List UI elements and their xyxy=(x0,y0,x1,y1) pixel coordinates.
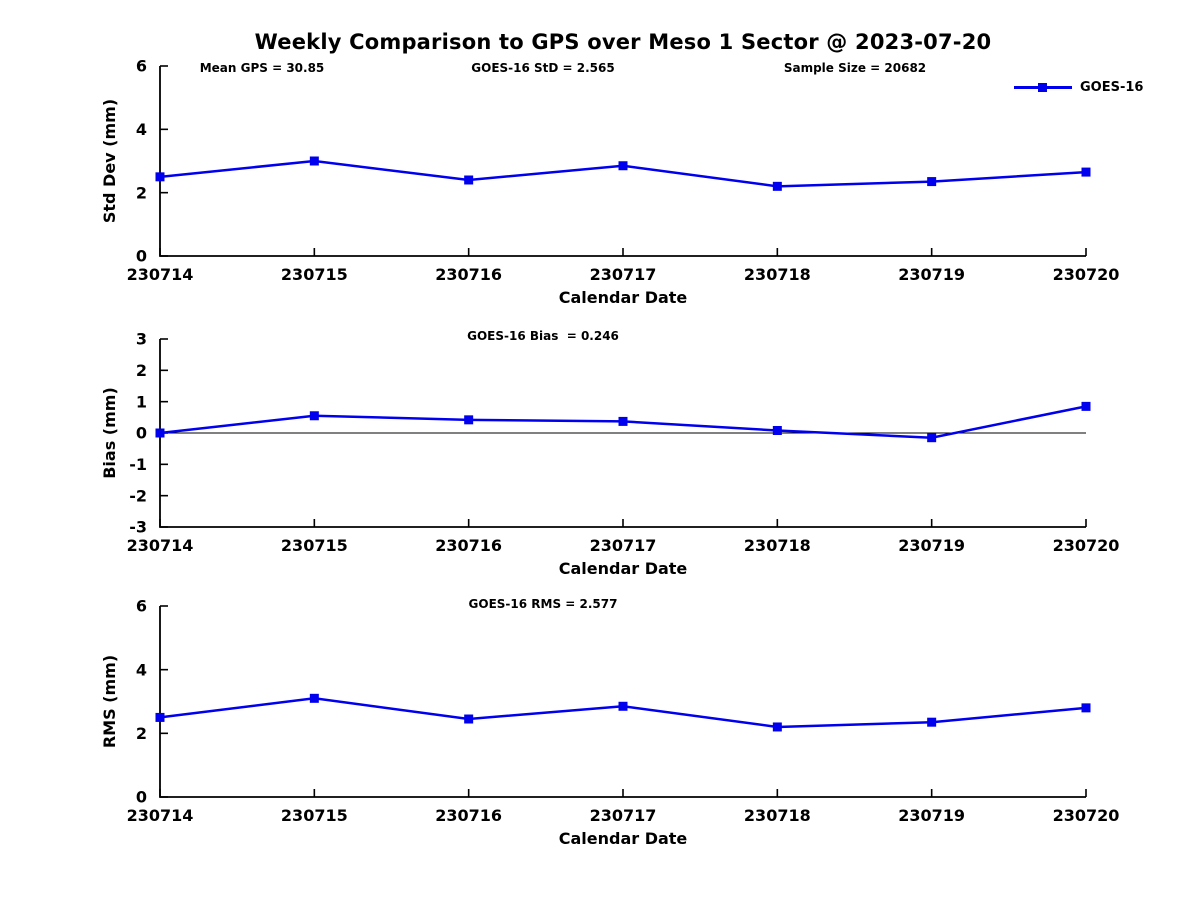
y-tick-label: 3 xyxy=(136,330,147,349)
data-point-marker xyxy=(772,722,782,732)
x-tick-label: 230714 xyxy=(127,806,194,825)
data-point-marker xyxy=(618,701,628,711)
data-point-marker xyxy=(1081,401,1091,411)
data-point-marker xyxy=(772,181,782,191)
x-tick-label: 230720 xyxy=(1053,265,1120,284)
data-point-marker xyxy=(155,428,165,438)
x-tick-label: 230720 xyxy=(1053,536,1120,555)
y-tick-label: 6 xyxy=(136,57,147,76)
data-point-marker xyxy=(618,416,628,426)
y-tick-label: 0 xyxy=(136,424,147,443)
y-tick-label: 2 xyxy=(136,724,147,743)
x-tick-label: 230717 xyxy=(590,806,657,825)
y-axis-label: Bias (mm) xyxy=(100,387,119,479)
subplot-rms: 0 2 4 6 230714 230715 230716 230717 230718 230719… xyxy=(100,597,1119,848)
x-tick-label: 230719 xyxy=(898,806,965,825)
data-point-marker xyxy=(309,411,319,421)
data-point-marker xyxy=(927,177,937,187)
y-tick-label: 2 xyxy=(136,183,147,202)
x-tick-label: 230715 xyxy=(281,536,348,555)
legend-line-marker-icon xyxy=(1014,82,1072,93)
x-tick-label: 230714 xyxy=(127,265,194,284)
data-point-marker xyxy=(1081,167,1091,177)
data-point-marker xyxy=(1081,703,1091,713)
x-tick-label: 230717 xyxy=(590,265,657,284)
data-point-marker xyxy=(464,714,474,724)
data-point-marker xyxy=(155,172,165,182)
y-tick-label: 0 xyxy=(136,788,147,807)
x-axis-label: Calendar Date xyxy=(559,288,688,307)
x-tick-label: 230716 xyxy=(435,265,502,284)
annotation-sample-size: Sample Size = 20682 xyxy=(783,61,927,75)
y-tick-label: 2 xyxy=(136,361,147,380)
x-tick-label: 230718 xyxy=(744,265,811,284)
annotation-goes16-std: GOES-16 StD = 2.565 xyxy=(471,61,615,75)
y-tick-label: -1 xyxy=(129,455,147,474)
data-point-marker xyxy=(155,712,165,722)
x-tick-label: 230719 xyxy=(898,265,965,284)
x-tick-label: 230715 xyxy=(281,265,348,284)
x-tick-label: 230719 xyxy=(898,536,965,555)
x-tick-label: 230714 xyxy=(127,536,194,555)
x-tick-label: 230718 xyxy=(744,536,811,555)
axis-line xyxy=(159,66,1086,257)
x-tick-label: 230718 xyxy=(744,806,811,825)
y-tick-label: -3 xyxy=(129,518,147,537)
data-point-marker xyxy=(772,425,782,435)
legend-label: GOES-16 xyxy=(1080,80,1144,95)
data-point-marker xyxy=(927,717,937,727)
y-tick-label: 1 xyxy=(136,392,147,411)
annotation-goes16-rms: GOES-16 RMS = 2.577 xyxy=(468,597,618,611)
x-tick-label: 230720 xyxy=(1053,806,1120,825)
data-point-marker xyxy=(464,415,474,425)
y-tick-label: 6 xyxy=(136,597,147,616)
annotation-goes16-bias: GOES-16 Bias = 0.246 xyxy=(467,329,619,343)
x-tick-label: 230716 xyxy=(435,536,502,555)
legend: GOES-16 xyxy=(1014,80,1143,95)
x-tick-label: 230715 xyxy=(281,806,348,825)
y-axis-label: Std Dev (mm) xyxy=(100,99,119,223)
y-tick-label: 4 xyxy=(136,120,147,139)
y-axis-label: RMS (mm) xyxy=(100,655,119,748)
figure-title: Weekly Comparison to GPS over Meso 1 Sec… xyxy=(254,30,992,54)
y-tick-label: 0 xyxy=(136,247,147,266)
annotation-mean-gps: Mean GPS = 30.85 xyxy=(199,61,325,75)
data-point-marker xyxy=(309,156,319,166)
subplot-std-dev: 0 2 4 6 230714 230715 230716 230717 230718 230719… xyxy=(100,57,1119,307)
data-point-marker xyxy=(927,433,937,443)
x-tick-label: 230717 xyxy=(590,536,657,555)
data-point-marker xyxy=(464,175,474,185)
data-point-marker xyxy=(309,693,319,703)
x-tick-label: 230716 xyxy=(435,806,502,825)
axis-line xyxy=(159,606,1086,798)
y-tick-label: 4 xyxy=(136,660,147,679)
data-point-marker xyxy=(618,161,628,171)
x-axis-label: Calendar Date xyxy=(559,829,688,848)
y-tick-label: -2 xyxy=(129,486,147,505)
x-axis-label: Calendar Date xyxy=(559,559,688,578)
